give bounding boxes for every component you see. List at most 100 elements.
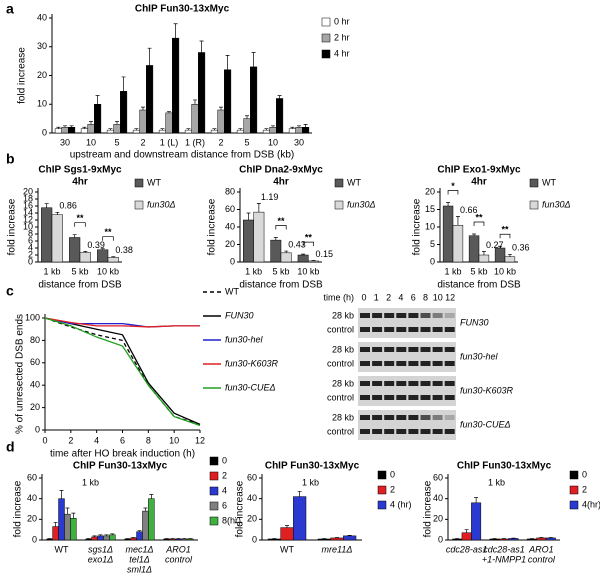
blot-band <box>372 347 383 352</box>
error-bar <box>246 212 251 220</box>
x-tick-label: 12 <box>195 435 205 445</box>
error-bar <box>104 534 109 536</box>
legend-label: 2 <box>222 470 227 480</box>
line-series <box>44 317 201 425</box>
x-tick-label: 2 <box>140 137 145 147</box>
bar <box>187 538 194 541</box>
legend-label: 2 <box>582 484 587 494</box>
significance-label: ** <box>277 216 285 226</box>
error-bar <box>141 106 145 110</box>
blot-band <box>408 395 419 400</box>
blot-band <box>372 415 383 420</box>
blot-band <box>444 361 455 366</box>
error-bar <box>111 256 116 258</box>
bar <box>85 538 92 541</box>
blot-band <box>384 313 395 318</box>
x-tick-label: 1 kb <box>444 266 461 276</box>
bar <box>217 109 225 134</box>
significance-bracket <box>447 190 459 195</box>
blot-band-label: 28 kb <box>332 310 354 320</box>
significance-label: ** <box>501 225 509 235</box>
blot-band <box>384 415 395 420</box>
bar <box>236 129 244 134</box>
blot-row-label: fun30-CUEΔ <box>460 419 511 429</box>
y-tick-label: 60 <box>225 204 235 214</box>
legend-swatch <box>334 178 344 188</box>
y-axis-label: fold increase <box>207 198 218 255</box>
error-bar <box>548 537 553 538</box>
blot-band <box>384 429 395 434</box>
bar <box>262 129 270 134</box>
x-tick-label: 1 (L) <box>160 137 179 147</box>
blot-band-label: control <box>327 358 354 368</box>
error-bar <box>82 126 87 129</box>
blot-band <box>372 429 383 434</box>
blot-band <box>420 381 431 386</box>
x-tick-label: 8 <box>146 435 151 445</box>
blot-band <box>360 361 370 366</box>
blot-band <box>384 347 395 352</box>
panel-letter: b <box>6 151 15 167</box>
error-bar <box>108 128 113 131</box>
bar <box>91 536 98 541</box>
error-bar <box>474 497 479 503</box>
bar <box>508 538 519 541</box>
bar <box>293 496 307 541</box>
blot-band <box>420 361 431 366</box>
error-bar <box>186 128 191 131</box>
legend-label: WT <box>147 177 161 187</box>
error-bar <box>65 507 70 515</box>
y-axis-label: fold increase <box>17 47 28 104</box>
legend-label: WT <box>225 286 239 296</box>
blot-band <box>444 429 455 434</box>
y-tick-label: 40 <box>37 12 47 22</box>
blot-band <box>432 429 443 434</box>
bar <box>61 127 69 134</box>
bar <box>504 256 516 263</box>
error-bar <box>56 126 61 129</box>
bar <box>175 538 182 541</box>
bar <box>250 66 258 134</box>
x-tick-label: 10 <box>268 137 278 147</box>
blot-row-label: fun30-K603R <box>460 385 514 395</box>
significance-label: ** <box>76 213 84 223</box>
blot-band <box>384 361 395 366</box>
x-tick-label: 30 <box>294 137 304 147</box>
blot-band <box>420 395 431 400</box>
x-tick-label: ARO1 <box>528 544 554 554</box>
y-tick-label: 20 <box>23 186 33 196</box>
blot-band-label: control <box>327 324 354 334</box>
error-bar <box>160 128 165 131</box>
legend-label: fun30Δ <box>347 199 376 209</box>
blot-band <box>420 347 431 352</box>
blot-band <box>444 327 455 332</box>
error-bar <box>264 128 269 131</box>
x-tick-label: tel1Δ <box>129 554 150 564</box>
error-bar <box>225 55 230 70</box>
legend-label: 0 <box>222 455 227 465</box>
bar <box>107 257 119 263</box>
y-tick-label: 0 <box>252 534 257 544</box>
bar <box>184 129 192 134</box>
legend-swatch <box>209 456 219 466</box>
y-tick-label: 18 <box>23 193 33 203</box>
y-tick-label: 6 <box>28 235 33 245</box>
bar <box>295 127 303 134</box>
error-bar <box>199 40 204 53</box>
bar <box>158 129 166 134</box>
x-tick-label: 5 kb <box>470 266 487 276</box>
legend-swatch <box>569 470 579 480</box>
value-note: 1.19 <box>261 192 279 202</box>
bar <box>41 207 53 263</box>
bar <box>330 537 344 541</box>
blot-band <box>396 429 407 434</box>
blot-row-label: fun30-hel <box>460 351 499 361</box>
legend-label: WT <box>542 177 556 187</box>
bar <box>253 211 265 263</box>
error-bar <box>238 128 243 131</box>
blot-band <box>360 327 370 332</box>
bar <box>146 65 154 134</box>
legend-swatch <box>569 485 579 495</box>
blot-band <box>396 327 407 332</box>
